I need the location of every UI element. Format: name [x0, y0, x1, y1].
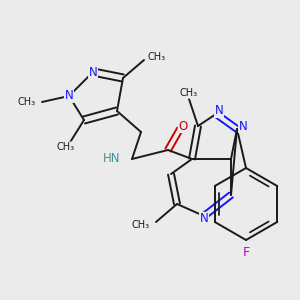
Text: N: N [200, 212, 208, 226]
Text: CH₃: CH₃ [147, 52, 165, 62]
Text: N: N [214, 104, 224, 118]
Text: F: F [242, 245, 250, 259]
Text: CH₃: CH₃ [57, 142, 75, 152]
Text: CH₃: CH₃ [132, 220, 150, 230]
Text: CH₃: CH₃ [18, 97, 36, 107]
Text: CH₃: CH₃ [180, 88, 198, 98]
Text: N: N [64, 89, 74, 103]
Text: O: O [178, 119, 188, 133]
Text: N: N [238, 119, 247, 133]
Text: N: N [88, 65, 98, 79]
Text: HN: HN [103, 152, 120, 166]
